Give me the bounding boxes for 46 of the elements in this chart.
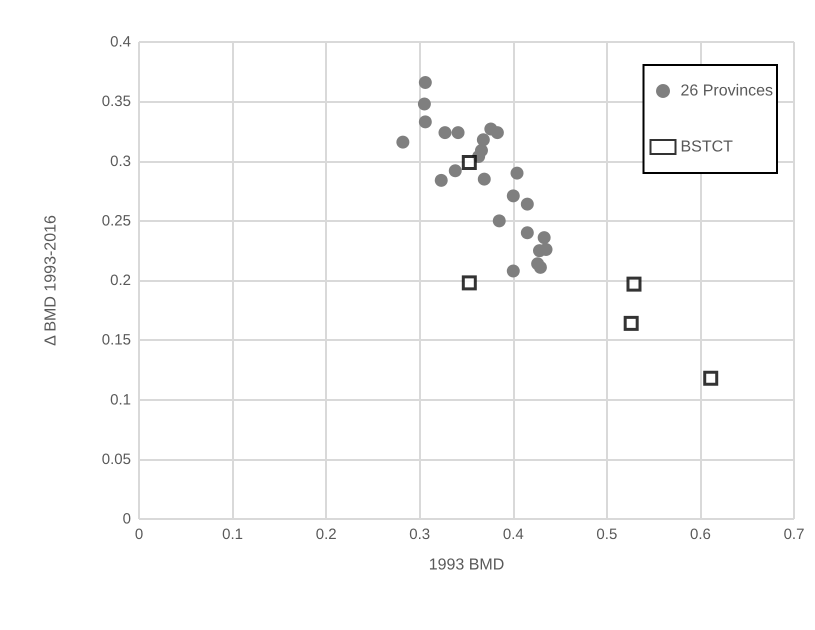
y-tick-label: 0.2: [110, 272, 131, 289]
point: [506, 189, 520, 202]
point: [506, 264, 520, 278]
point: [396, 136, 410, 149]
point: [533, 244, 546, 258]
y-tick-label: 0.35: [102, 93, 131, 110]
x-tick-label: 0.3: [409, 526, 430, 543]
point: [476, 133, 490, 146]
x-tick-label: 0.4: [502, 526, 524, 543]
point: [510, 166, 524, 180]
point: [624, 316, 639, 331]
point: [452, 126, 465, 140]
x-tick-label: 0.1: [222, 526, 243, 543]
y-tick-label: 0.15: [102, 332, 131, 349]
legend-label: 26 Provinces: [680, 82, 774, 100]
y-axis-title: Δ BMD 1993-2016: [42, 215, 60, 346]
point: [434, 174, 448, 187]
point: [520, 226, 534, 240]
point: [703, 370, 718, 386]
point: [418, 98, 431, 111]
y-tick-label: 0: [122, 510, 131, 528]
point: [490, 126, 504, 140]
x-tick-label: 0.7: [784, 526, 804, 543]
point: [538, 231, 551, 244]
x-axis-title: 1993 BMD: [428, 556, 504, 574]
point: [534, 260, 547, 274]
point: [492, 214, 506, 228]
x-tick-label: 0.5: [596, 526, 618, 543]
y-tick-label: 0.4: [110, 34, 131, 50]
y-tick-label: 0.3: [110, 152, 131, 170]
legend-label: BSTCT: [680, 138, 734, 156]
point: [626, 276, 642, 292]
y-tick-label: 0.05: [102, 450, 131, 468]
y-tick-label: 0.25: [102, 212, 131, 230]
point: [418, 76, 432, 90]
point: [438, 126, 452, 140]
point: [448, 164, 462, 178]
y-tick-label: 0.1: [110, 391, 131, 408]
point: [462, 275, 477, 290]
x-tick-label: 0.2: [316, 526, 337, 543]
point: [520, 198, 534, 211]
x-tick-label: 0.6: [690, 526, 711, 543]
point: [418, 115, 432, 128]
point: [462, 154, 477, 170]
point: [478, 172, 491, 186]
x-tick-label: 0: [134, 526, 144, 543]
